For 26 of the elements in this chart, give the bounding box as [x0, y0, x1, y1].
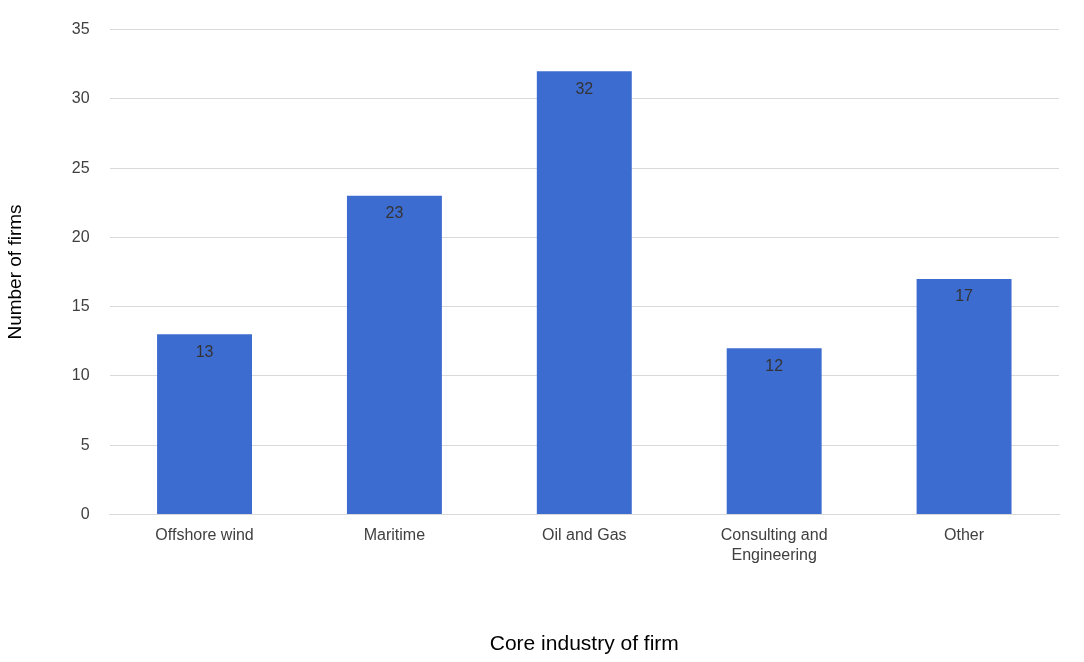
y-tick-label: 35 — [71, 20, 90, 38]
data-label: 17 — [955, 287, 974, 305]
x-axis-title: Core industry of firm — [489, 631, 679, 655]
data-label: 12 — [765, 356, 784, 374]
y-tick-label: 15 — [71, 297, 90, 315]
x-tick-label: Offshore wind — [155, 526, 254, 544]
bar — [726, 348, 822, 514]
category-label: Engineering — [731, 545, 817, 563]
bar — [157, 334, 253, 514]
y-axis-title: Number of firms — [3, 204, 25, 340]
data-label: 32 — [575, 79, 594, 97]
bar — [536, 71, 632, 514]
y-tick-label: 30 — [71, 89, 90, 107]
y-tick-label: 10 — [71, 366, 90, 384]
bar — [916, 278, 1012, 514]
bar — [346, 195, 442, 514]
data-label: 23 — [385, 204, 404, 222]
x-tick-label: Other — [944, 526, 985, 544]
y-tick-label: 5 — [80, 435, 90, 453]
x-tick-label: Maritime — [363, 526, 426, 544]
data-label: 13 — [195, 342, 214, 360]
y-tick-label: 20 — [71, 227, 90, 245]
category-label: Consulting and — [720, 526, 828, 544]
x-tick-label: Oil and Gas — [542, 526, 627, 544]
y-tick-label: 0 — [80, 504, 90, 522]
y-tick-label: 25 — [71, 158, 90, 176]
